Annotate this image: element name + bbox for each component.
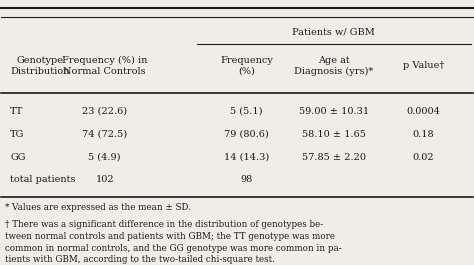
Text: 74 (72.5): 74 (72.5) <box>82 130 127 139</box>
Text: total patients: total patients <box>10 175 76 184</box>
Text: 102: 102 <box>95 175 114 184</box>
Text: 23 (22.6): 23 (22.6) <box>82 107 127 116</box>
Text: 5 (4.9): 5 (4.9) <box>89 153 121 162</box>
Text: TG: TG <box>10 130 25 139</box>
Text: Frequency (%) in
Normal Controls: Frequency (%) in Normal Controls <box>62 56 147 76</box>
Text: Patients w/ GBM: Patients w/ GBM <box>292 28 375 37</box>
Text: † There was a significant difference in the distribution of genotypes be-
tween : † There was a significant difference in … <box>5 220 342 264</box>
Text: Frequency
(%): Frequency (%) <box>220 56 273 76</box>
Text: TT: TT <box>10 107 24 116</box>
Text: Genotype
Distribution: Genotype Distribution <box>10 56 70 76</box>
Text: GG: GG <box>10 153 26 162</box>
Text: 98: 98 <box>240 175 253 184</box>
Text: 0.0004: 0.0004 <box>407 107 441 116</box>
Text: 57.85 ± 2.20: 57.85 ± 2.20 <box>302 153 366 162</box>
Text: 0.18: 0.18 <box>413 130 435 139</box>
Text: Age at
Diagnosis (yrs)*: Age at Diagnosis (yrs)* <box>294 56 374 76</box>
Text: 79 (80.6): 79 (80.6) <box>224 130 269 139</box>
Text: 0.02: 0.02 <box>413 153 435 162</box>
Text: * Values are expressed as the mean ± SD.: * Values are expressed as the mean ± SD. <box>5 203 191 212</box>
Text: p Value†: p Value† <box>403 61 444 70</box>
Text: 14 (14.3): 14 (14.3) <box>224 153 269 162</box>
Text: 58.10 ± 1.65: 58.10 ± 1.65 <box>302 130 366 139</box>
Text: 5 (5.1): 5 (5.1) <box>230 107 263 116</box>
Text: 59.00 ± 10.31: 59.00 ± 10.31 <box>299 107 369 116</box>
